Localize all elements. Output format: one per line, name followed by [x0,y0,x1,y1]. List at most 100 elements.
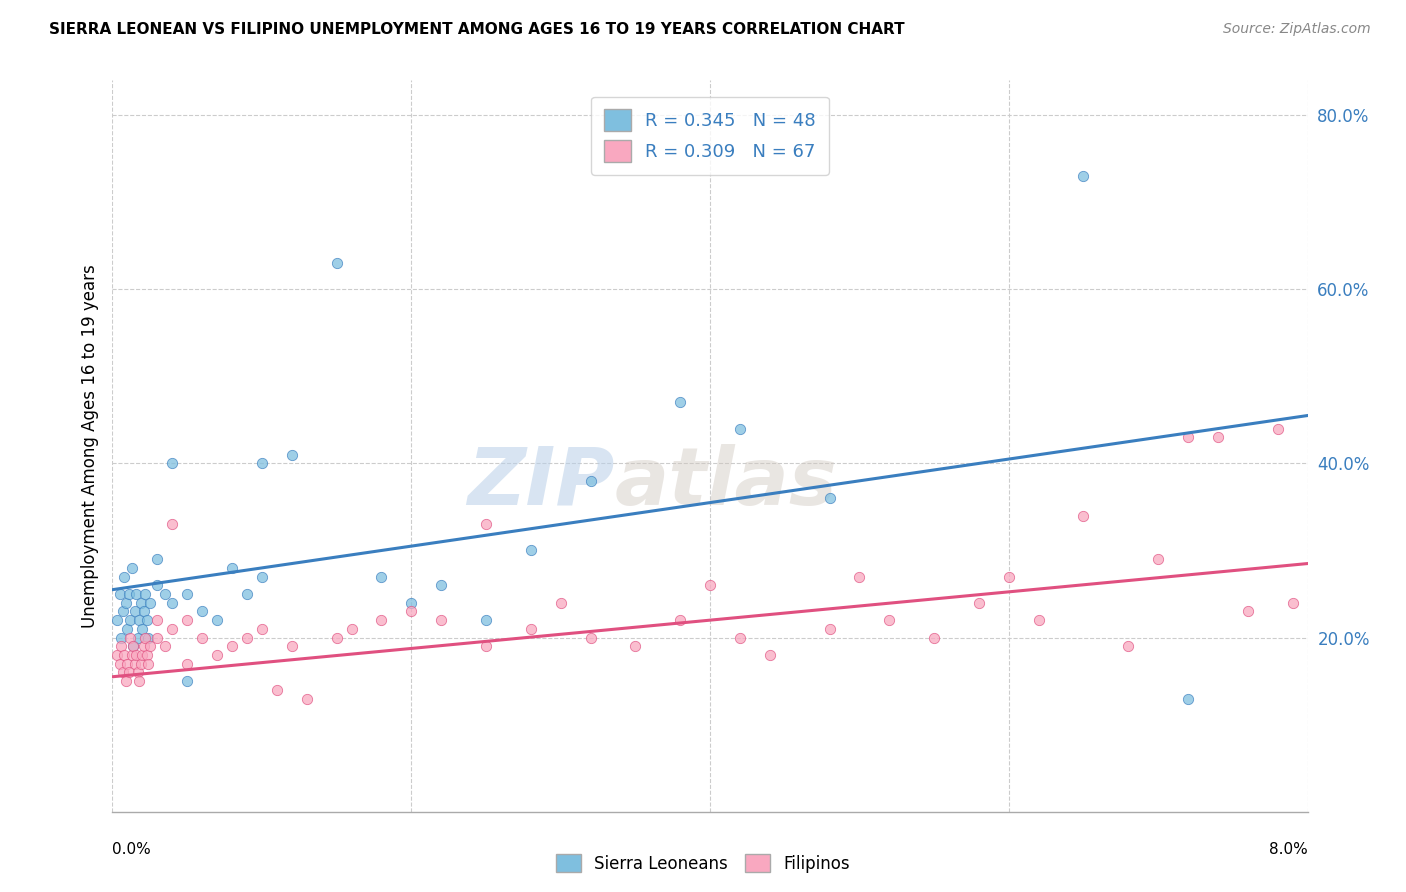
Point [105,613,128,627]
Point [669,395,692,409]
Point [110,631,132,645]
Point [1177,691,1199,706]
Point [105,648,128,662]
Point [111,604,134,618]
Point [138,631,160,645]
Point [139,596,162,610]
Point [115,674,138,689]
Point [114,648,135,662]
Point [118,665,141,680]
Point [153,587,176,601]
Point [818,622,841,636]
Point [728,421,751,435]
Point [430,578,453,592]
Point [922,631,945,645]
Point [401,604,423,618]
Point [236,587,259,601]
Point [162,457,183,471]
Point [120,631,142,645]
Point [579,631,602,645]
Point [135,613,157,627]
Point [818,491,841,506]
Point [250,457,273,471]
Legend: Sierra Leoneans, Filipinos: Sierra Leoneans, Filipinos [550,847,856,880]
Point [221,561,243,575]
Point [121,648,143,662]
Point [117,657,139,671]
Point [1147,552,1170,566]
Point [205,648,228,662]
Point [370,569,392,583]
Point [153,640,176,654]
Point [325,256,347,270]
Legend: R = 0.345   N = 48, R = 0.309   N = 67: R = 0.345 N = 48, R = 0.309 N = 67 [592,96,828,175]
Point [125,648,148,662]
Point [401,596,423,610]
Point [128,674,150,689]
Point [998,569,1021,583]
Point [118,587,141,601]
Text: ZIP: ZIP [467,443,614,522]
Point [340,622,363,636]
Point [108,587,131,601]
Point [1118,640,1140,654]
Point [1177,430,1199,444]
Y-axis label: Unemployment Among Ages 16 to 19 years: Unemployment Among Ages 16 to 19 years [80,264,98,628]
Point [114,569,135,583]
Point [132,604,155,618]
Point [520,622,543,636]
Text: 8.0%: 8.0% [1268,842,1308,857]
Point [176,587,198,601]
Point [128,613,150,627]
Point [121,561,143,575]
Point [877,613,901,627]
Point [266,682,288,697]
Point [205,613,228,627]
Point [281,640,304,654]
Point [132,640,155,654]
Point [115,596,138,610]
Point [108,657,131,671]
Point [1073,508,1095,523]
Point [129,596,152,610]
Point [1267,421,1289,435]
Point [579,474,602,488]
Point [1281,596,1303,610]
Point [111,665,134,680]
Point [236,631,259,645]
Point [250,569,273,583]
Point [191,604,214,618]
Point [1237,604,1260,618]
Point [134,587,156,601]
Point [430,613,453,627]
Point [146,552,169,566]
Text: atlas: atlas [614,443,837,522]
Point [117,622,139,636]
Point [124,604,146,618]
Point [162,517,183,532]
Point [120,613,142,627]
Point [1028,613,1050,627]
Point [146,613,169,627]
Point [122,640,145,654]
Point [127,631,149,645]
Point [176,657,198,671]
Point [129,657,152,671]
Point [624,640,647,654]
Point [131,622,153,636]
Point [125,587,148,601]
Point [162,596,183,610]
Point [110,640,132,654]
Point [699,578,721,592]
Point [550,596,572,610]
Point [191,631,214,645]
Text: 0.0%: 0.0% [112,842,152,857]
Point [131,648,153,662]
Point [127,665,149,680]
Point [669,613,692,627]
Text: Source: ZipAtlas.com: Source: ZipAtlas.com [1223,22,1371,37]
Point [124,657,146,671]
Point [759,648,782,662]
Point [520,543,543,558]
Point [176,674,198,689]
